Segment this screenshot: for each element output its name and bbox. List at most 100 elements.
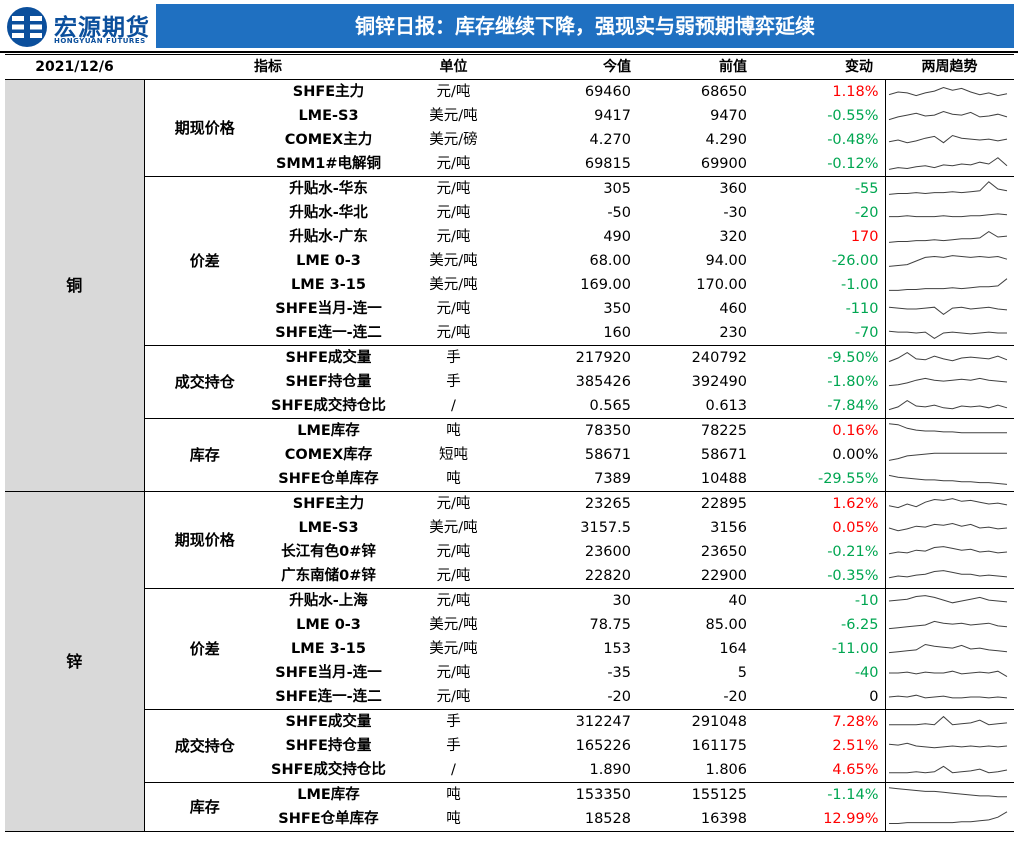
- sparkline-path: [888, 522, 1007, 532]
- trend-sparkline: [888, 498, 1007, 509]
- table-row: SHEF持仓量 手 385426 392490 -1.80%: [5, 370, 1014, 394]
- indicator-cell: LME-S3: [298, 520, 359, 536]
- current-value-cell: 490: [603, 229, 631, 245]
- sparkline-path: [888, 110, 1007, 121]
- change-cell: -70: [755, 321, 885, 346]
- sparkline-path: [888, 620, 1007, 630]
- trend-cell: [884, 661, 1014, 685]
- sparkline-path: [888, 423, 1007, 434]
- data-table: 2021/12/6 指标 单位 今值 前值 变动 两周趋势 铜期现价格 SHFE主…: [5, 54, 1014, 832]
- indicator-cell: SHFE成交量: [285, 714, 372, 730]
- previous-value-cell: 5: [737, 665, 747, 681]
- current-header: 今值: [515, 54, 639, 80]
- change-cell: -0.12%: [755, 152, 885, 177]
- trend-cell: [884, 370, 1014, 394]
- indicator-cell: 广东南储0#锌: [265, 564, 392, 589]
- previous-value-cell: 23650: [700, 544, 747, 560]
- previous-value-cell: -20: [639, 685, 755, 710]
- sparkline-path: [888, 811, 1007, 824]
- unit-cell: 元/吨: [436, 544, 471, 560]
- table-row: 广东南储0#锌 元/吨 22820 22900 -0.35%: [5, 564, 1014, 589]
- table-row: LME-S3 美元/吨 9417 9470 -0.55%: [5, 104, 1014, 128]
- trend-cell: [884, 79, 1014, 104]
- unit-cell: 元/吨: [436, 84, 471, 100]
- sparkline-path: [888, 474, 1007, 485]
- trend-cell: [884, 418, 1014, 443]
- trend-sparkline: [888, 643, 1007, 654]
- sparkline-path: [888, 595, 1007, 604]
- unit-cell: 吨: [392, 467, 515, 492]
- previous-value-cell: 170.00: [696, 277, 747, 293]
- trend-cell: [884, 152, 1014, 177]
- trend-cell: [884, 345, 1014, 370]
- indicator-cell: 升贴水-华北: [289, 205, 368, 221]
- trend-sparkline: [888, 570, 1007, 579]
- table-row: LME 3-15 美元/吨 153 164 -11.00: [5, 637, 1014, 661]
- report-header: 宏源期货 HONGYUAN FUTURES 铜锌日报：库存继续下降，强现实与弱预…: [0, 0, 1018, 53]
- previous-value-cell: 16398: [639, 807, 755, 832]
- trend-sparkline: [888, 765, 1007, 774]
- trend-sparkline: [888, 278, 1007, 291]
- change-cell: -1.14%: [827, 787, 879, 803]
- indicator-cell: 升贴水-上海: [289, 593, 368, 609]
- current-value-cell: 165226: [575, 738, 631, 754]
- sparkline-path: [888, 742, 1007, 749]
- change-cell: 12.99%: [755, 807, 885, 832]
- trend-cell: [884, 807, 1014, 832]
- table-row: 价差 升贴水-华东 元/吨 305 360 -55: [5, 176, 1014, 346]
- trend-cell: [884, 613, 1014, 637]
- change-cell: -0.35%: [755, 564, 885, 589]
- indicator-cell: SHFE仓单库存: [265, 807, 392, 832]
- current-value-cell: -35: [607, 665, 631, 681]
- trend-cell: [884, 685, 1014, 710]
- indicator-cell: LME 3-15: [291, 277, 366, 293]
- table-header-row: 2021/12/6 指标 单位 今值 前值 变动 两周趋势: [5, 54, 1014, 80]
- indicator-cell: SHFE仓单库存: [265, 467, 392, 492]
- table-row: SHFE成交持仓比/0.565 0.613 -7.84%: [5, 394, 1014, 419]
- section-label: 成交持仓: [143, 345, 265, 419]
- current-value-cell: 385426: [575, 374, 631, 390]
- section-label: 价差: [143, 588, 265, 710]
- unit-cell: 美元/吨: [429, 520, 478, 536]
- trend-sparkline: [888, 670, 1007, 678]
- change-cell: -29.55%: [755, 467, 885, 492]
- trend-cell: [884, 128, 1014, 152]
- logo-text-en: HONGYUAN FUTURES: [54, 37, 146, 45]
- section-label: 成交持仓: [143, 709, 265, 783]
- current-value-cell: 68.00: [589, 253, 631, 269]
- trend-cell: [884, 709, 1014, 734]
- trend-cell: [884, 782, 1014, 807]
- change-cell: 1.18%: [832, 84, 879, 100]
- current-value-cell: 153: [603, 641, 631, 657]
- current-value-cell: 153350: [575, 787, 631, 803]
- previous-value-cell: 320: [719, 229, 747, 245]
- indicator-cell: SHFE成交持仓比: [265, 394, 392, 419]
- unit-cell: 元/吨: [436, 229, 471, 245]
- indicator-cell: LME 0-3: [296, 253, 361, 269]
- section-label: 库存: [143, 418, 265, 492]
- unit-cell: 美元/吨: [429, 253, 478, 269]
- previous-value-cell: 155125: [691, 787, 747, 803]
- change-header: 变动: [755, 54, 885, 80]
- sparkline-path: [888, 306, 1007, 316]
- current-value-cell: 312247: [575, 714, 631, 730]
- sparkline-path: [888, 452, 1007, 461]
- previous-value-cell: 9470: [710, 108, 747, 124]
- report-title: 铜锌日报：库存继续下降，强现实与弱预期博弈延续: [156, 4, 1014, 48]
- table-row: COMEX库存 短吨 58671 58671 0.00%: [5, 443, 1014, 467]
- trend-cell: [884, 588, 1014, 613]
- sparkline-path: [888, 498, 1007, 509]
- current-value-cell: 7389: [515, 467, 639, 492]
- previous-header: 前值: [639, 54, 755, 80]
- sparkline-path: [888, 231, 1007, 243]
- indicator-cell: COMEX主力: [284, 132, 373, 148]
- previous-value-cell: 460: [719, 301, 747, 317]
- table-row: 库存 LME库存吨 78350 78225 0.16%: [5, 418, 1014, 492]
- previous-value-cell: 22895: [700, 496, 747, 512]
- current-value-cell: 58671: [584, 447, 631, 463]
- unit-cell: 元/吨: [392, 152, 515, 177]
- change-cell: -1.80%: [827, 374, 879, 390]
- trend-sparkline: [888, 787, 1007, 798]
- change-cell: 2.51%: [832, 738, 879, 754]
- previous-value-cell: 40: [728, 593, 747, 609]
